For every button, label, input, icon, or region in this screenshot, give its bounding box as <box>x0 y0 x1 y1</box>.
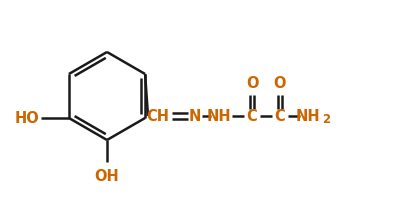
Text: NH: NH <box>296 109 320 124</box>
Text: NH: NH <box>207 109 231 124</box>
Text: OH: OH <box>95 168 119 183</box>
Text: O: O <box>246 76 258 91</box>
Text: N: N <box>189 109 201 124</box>
Text: C: C <box>274 109 285 124</box>
Text: 2: 2 <box>322 113 330 126</box>
Text: HO: HO <box>14 111 39 126</box>
Text: O: O <box>274 76 286 91</box>
Text: CH: CH <box>147 109 170 124</box>
Text: C: C <box>247 109 257 124</box>
